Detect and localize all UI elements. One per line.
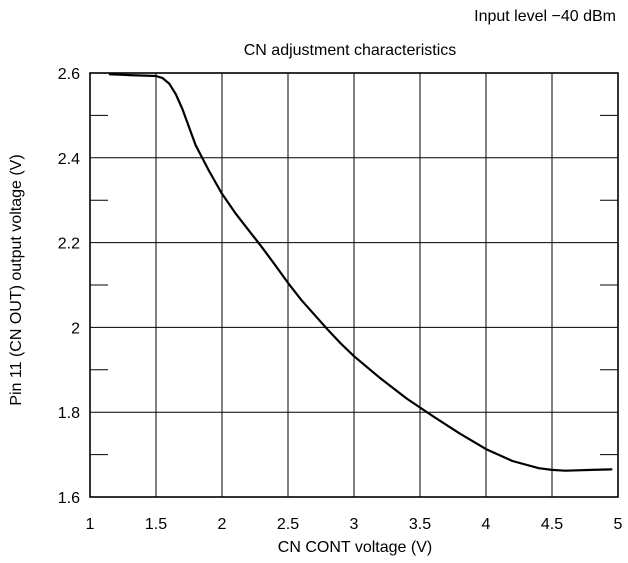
x-tick-label: 4.5 (541, 516, 563, 533)
y-axis-label: Pin 11 (CN OUT) output voltage (V) (8, 154, 25, 405)
x-tick-labels: 1 1.5 2 2.5 3 3.5 4 4.5 5 (86, 516, 623, 533)
series-group (108, 73, 613, 472)
plot-frame (89, 72, 619, 498)
y-tick-label: 2.6 (58, 66, 80, 83)
grid-lines (90, 73, 618, 497)
series-line (108, 73, 613, 472)
x-tick-label: 2 (218, 516, 227, 533)
chart-title: CN adjustment characteristics (243, 42, 457, 59)
minor-ticks (90, 114, 618, 456)
y-tick-labels: 1.6 1.8 2 2.2 2.4 2.6 (58, 66, 80, 507)
x-tick-label: 4 (482, 516, 491, 533)
y-tick-label: 2 (71, 320, 80, 337)
y-tick-label: 2.2 (58, 236, 80, 253)
x-axis-label: CN CONT voltage (V) (278, 539, 432, 556)
x-tick-label: 1 (86, 516, 95, 533)
x-tick-label: 1.5 (145, 516, 167, 533)
x-tick-label: 3 (350, 516, 359, 533)
y-tick-label: 2.4 (58, 151, 80, 168)
x-tick-label: 3.5 (409, 516, 431, 533)
input-level-annotation: Input level −40 dBm (474, 8, 616, 25)
y-tick-label: 1.8 (58, 405, 80, 422)
y-tick-label: 1.6 (58, 490, 80, 507)
x-tick-label: 5 (614, 516, 623, 533)
x-tick-label: 2.5 (277, 516, 299, 533)
